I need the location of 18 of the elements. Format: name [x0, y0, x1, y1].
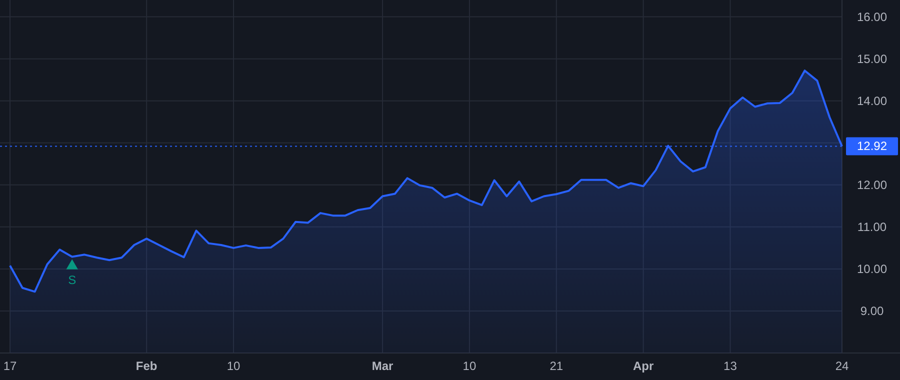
y-tick-label: 16.00 [856, 10, 888, 24]
x-tick-label: 21 [550, 359, 564, 373]
x-tick-label: Feb [136, 359, 158, 373]
y-tick-label: 11.00 [857, 220, 887, 234]
x-tick-label: 13 [724, 359, 738, 373]
annotation: S [68, 273, 76, 288]
y-tick-label: 9.00 [860, 304, 884, 318]
y-tick-label: 10.00 [856, 262, 888, 276]
y-tick-label: 15.00 [856, 52, 888, 66]
x-tick-label: 17 [3, 359, 17, 373]
x-tick-label: 10 [226, 359, 241, 373]
ref-line-label: 12.92 [856, 139, 888, 154]
x-tick-label: 10 [462, 359, 476, 373]
x-tick-label: Mar [372, 359, 394, 373]
y-tick-label: 12.00 [856, 178, 888, 192]
x-tick-label: Apr [632, 359, 654, 373]
y-tick-label: 14.00 [856, 94, 888, 108]
x-tick-label: 24 [835, 359, 849, 373]
